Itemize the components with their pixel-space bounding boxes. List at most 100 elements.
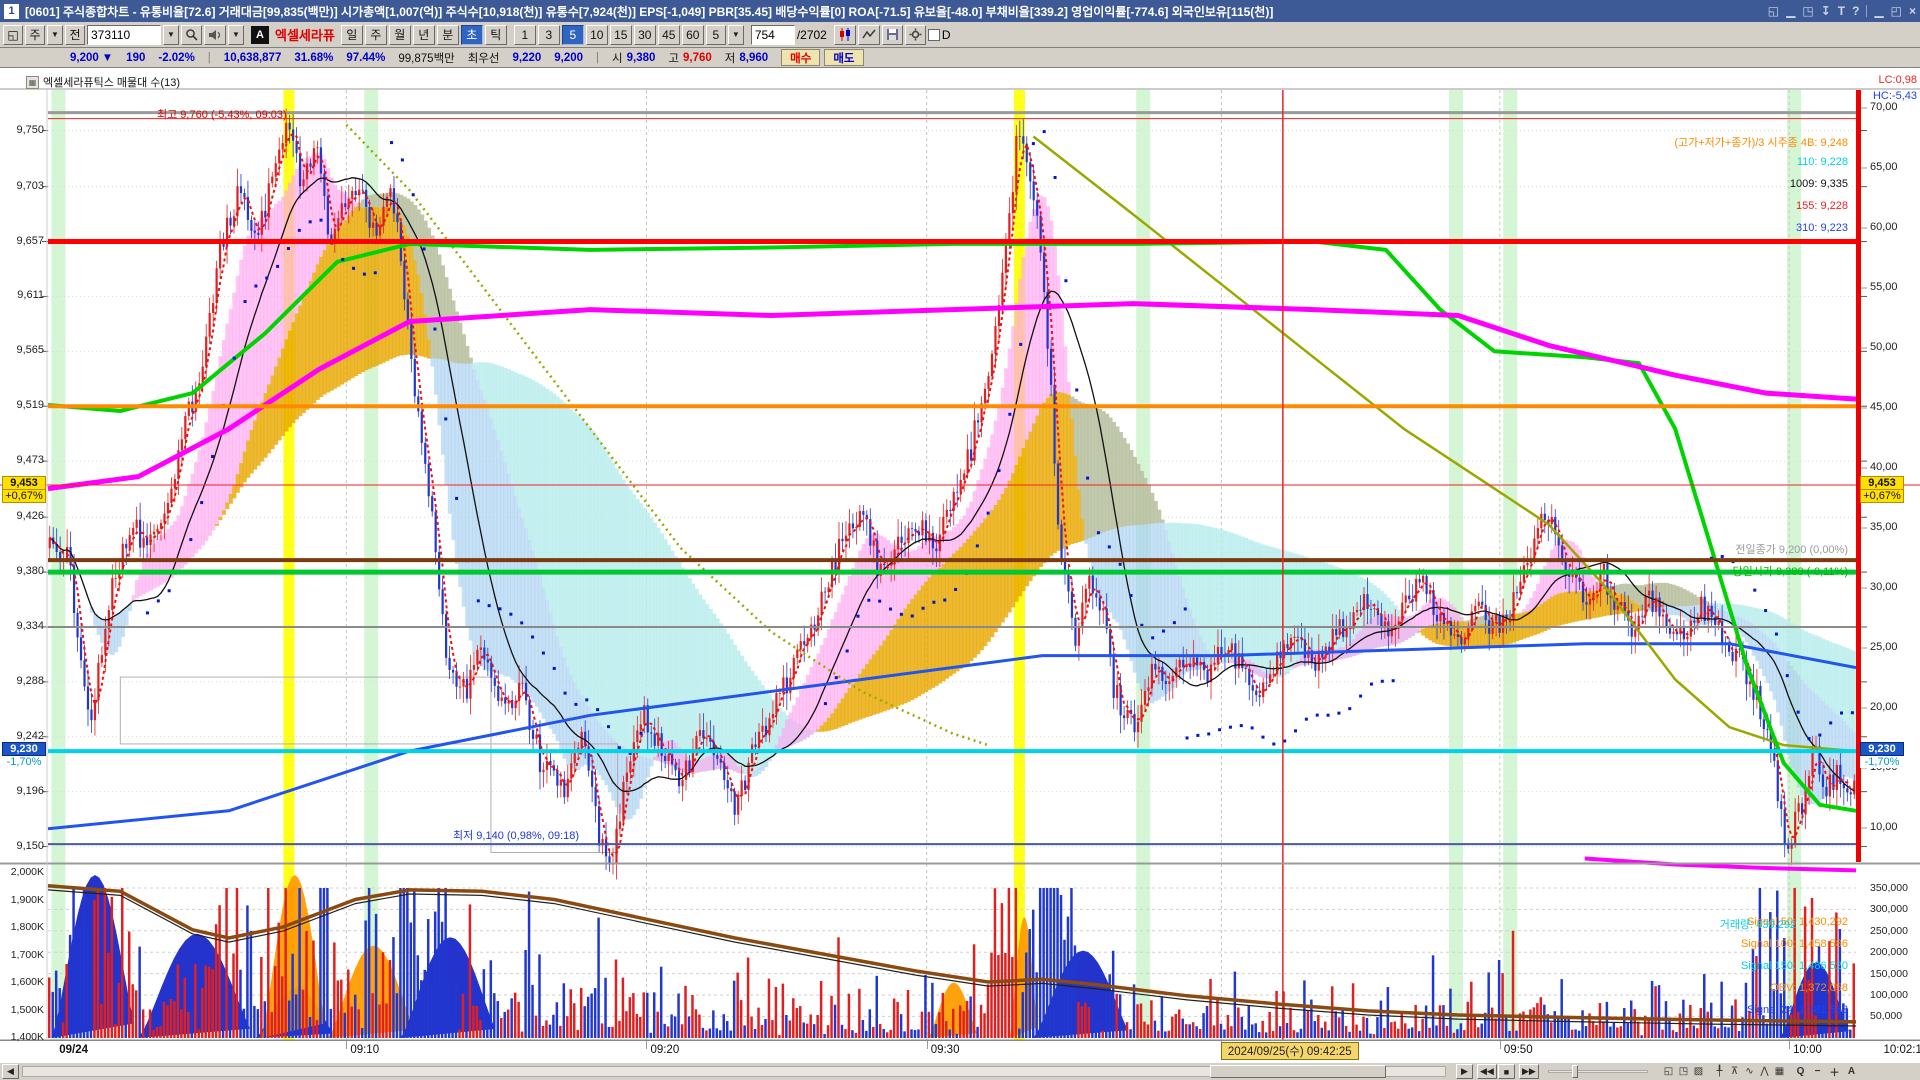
period-button-년[interactable]: 년 bbox=[412, 24, 435, 45]
zoom-out-icon[interactable]: − bbox=[1814, 1066, 1821, 1077]
save-button[interactable] bbox=[881, 24, 903, 45]
period-button-일[interactable]: 일 bbox=[340, 24, 363, 45]
corner-stat-label: HC:-5,43 bbox=[1872, 90, 1917, 102]
sound-alert-button[interactable] bbox=[204, 24, 226, 45]
bar-position-input[interactable]: 754 bbox=[750, 24, 795, 45]
line-style-button[interactable] bbox=[857, 24, 880, 45]
candle-style-button[interactable] bbox=[833, 24, 856, 45]
speaker-icon bbox=[209, 29, 221, 40]
pct-axis-label: 25,00 bbox=[1870, 641, 1898, 653]
price-axis-label: 9,334 bbox=[16, 619, 44, 632]
settings-button[interactable] bbox=[904, 24, 926, 45]
zoom-in-icon[interactable]: ＋ bbox=[1829, 1068, 1840, 1079]
high-annotation: 최고 9,760 (-5,43%, 09:03) bbox=[157, 109, 287, 121]
chart-tool-icon-1[interactable]: ⊼ bbox=[1730, 1066, 1739, 1077]
select-area-icon[interactable]: ▨ bbox=[1693, 1066, 1704, 1077]
stock-search-button[interactable] bbox=[181, 24, 202, 45]
period-button-월[interactable]: 월 bbox=[388, 24, 411, 45]
prev-close-annotation: 전일종가 9,200 (0,00%) bbox=[1735, 544, 1848, 556]
sub-left-axis-label: 2,000K bbox=[10, 866, 44, 878]
help-icon[interactable]: ? bbox=[1852, 4, 1860, 18]
low-price: 8,960 bbox=[739, 51, 769, 64]
windows-icon[interactable]: ◳ bbox=[1802, 4, 1814, 18]
high-price: 9,760 bbox=[683, 51, 712, 64]
minimize-icon[interactable]: ▁ bbox=[1786, 4, 1796, 18]
main-toolbar: ◱ 주 ▼ 전 373110 ▼ ▼ A 엑셀세라퓨 일 주 월 년 분 초 틱 1 3 5 10 15 30 45 60 5 ▼… bbox=[0, 22, 1920, 48]
speed-slider[interactable] bbox=[1548, 1070, 1648, 1073]
minute-button-10[interactable]: 10 bbox=[585, 24, 608, 45]
stock-code-input[interactable]: 373110 bbox=[87, 24, 161, 45]
current-price-tag-left-pct: -1,70% bbox=[2, 756, 46, 769]
chart-corner-icon[interactable]: ▦ bbox=[8, 74, 21, 87]
minute-button-3[interactable]: 3 bbox=[537, 24, 560, 45]
time-axis-tick bbox=[1789, 1041, 1791, 1049]
tick-count-combo[interactable]: 5 bbox=[705, 24, 726, 45]
pct-axis-label: 55,00 bbox=[1870, 281, 1898, 293]
overlay-legend-line: 110: 9,228 bbox=[1796, 156, 1848, 168]
scroll-left-button[interactable]: ◀ bbox=[2, 1064, 19, 1079]
chart-window-icon[interactable]: ◱ bbox=[3, 24, 23, 45]
cascade-windows-icon[interactable]: ◱ bbox=[1663, 1066, 1674, 1077]
restore-icon[interactable]: ◱ bbox=[1767, 4, 1780, 18]
price-axis-label: 9,703 bbox=[16, 179, 44, 192]
font-size-icon[interactable]: A bbox=[1847, 1066, 1856, 1077]
close-icon[interactable]: × bbox=[1908, 4, 1916, 18]
minute-button-30[interactable]: 30 bbox=[633, 24, 656, 45]
h-scrollbar-thumb[interactable] bbox=[1210, 1065, 1386, 1078]
period-button-틱[interactable]: 틱 bbox=[484, 24, 507, 45]
minute-button-1[interactable]: 1 bbox=[513, 24, 536, 45]
chart-tool-icon-2[interactable]: ∿ bbox=[1745, 1066, 1754, 1077]
tile-windows-icon[interactable]: ◳ bbox=[1678, 1066, 1689, 1077]
minute-button-5[interactable]: 5 bbox=[561, 24, 584, 45]
title-bar[interactable]: 1 [0601] 주식종합차트 - 유통비율[72.6] 거래대금[99,835… bbox=[0, 0, 1920, 22]
overlay-legend-line: 310: 9,223 bbox=[1796, 222, 1848, 234]
stock-kind-combo[interactable]: 주 bbox=[25, 24, 45, 45]
price-axis-label: 9,519 bbox=[16, 399, 44, 412]
minute-button-15[interactable]: 15 bbox=[609, 24, 632, 45]
chart-tool-icon-3[interactable]: ⋀ bbox=[1760, 1066, 1769, 1077]
chart-tool-icon-4[interactable]: ▦ bbox=[1774, 1066, 1785, 1077]
buy-button[interactable]: 매수 bbox=[781, 49, 821, 66]
best-label: 최우선 bbox=[467, 52, 500, 65]
font-icon[interactable]: T bbox=[1837, 4, 1846, 18]
sound-combo-arrow[interactable]: ▼ bbox=[228, 24, 244, 45]
depth-checkbox[interactable] bbox=[927, 28, 940, 42]
tick-count-combo-arrow[interactable]: ▼ bbox=[727, 24, 744, 45]
price-axis-label: 9,196 bbox=[16, 784, 44, 797]
minute-button-60[interactable]: 60 bbox=[681, 24, 704, 45]
pct-axis-label: 70,00 bbox=[1870, 101, 1898, 113]
pin-icon[interactable]: ↧ bbox=[1820, 4, 1831, 18]
period-button-분[interactable]: 분 bbox=[436, 24, 459, 45]
price-axis-label: 9,426 bbox=[16, 510, 44, 523]
price-axis-label: 9,750 bbox=[16, 123, 44, 136]
stock-kind-combo-arrow[interactable]: ▼ bbox=[47, 24, 63, 45]
prev-stock-button[interactable]: 전 bbox=[65, 24, 85, 45]
h-scrollbar-track[interactable] bbox=[22, 1066, 1446, 1077]
volume-ratio: 31.68% bbox=[294, 51, 334, 64]
chart-frame[interactable] bbox=[0, 68, 1920, 1062]
minute-button-45[interactable]: 45 bbox=[657, 24, 680, 45]
overlay-legend-line: 1009: 9,335 bbox=[1789, 178, 1848, 190]
period-button-초[interactable]: 초 bbox=[460, 24, 483, 45]
stop-button[interactable]: ■ bbox=[1498, 1064, 1515, 1079]
rewind-button[interactable]: ◀◀ bbox=[1477, 1064, 1497, 1079]
price-axis-label: 9,565 bbox=[16, 344, 44, 357]
maximize-icon[interactable]: ◰ bbox=[1890, 4, 1902, 18]
forward-button[interactable]: ▶▶ bbox=[1519, 1064, 1539, 1079]
sub-right-axis-label: 100,000 bbox=[1870, 989, 1908, 1001]
chart-tool-icon-0[interactable]: ╀ bbox=[1716, 1066, 1723, 1077]
period-button-주[interactable]: 주 bbox=[364, 24, 387, 45]
current-price: 9,200 bbox=[70, 51, 99, 64]
indicator-header[interactable]: ▦ 엑셀세라퓨틱스 매물대 수(13) bbox=[26, 74, 180, 90]
play-button[interactable]: ▶ bbox=[1456, 1064, 1473, 1079]
speed-slider-thumb[interactable] bbox=[1572, 1065, 1578, 1078]
crosshair-price-tag-right-pct: +0,67% bbox=[1860, 489, 1904, 503]
minimize2-icon[interactable]: ▁ bbox=[1874, 4, 1884, 18]
best-bid: 9,200 bbox=[554, 51, 584, 64]
stock-code-combo-arrow[interactable]: ▼ bbox=[163, 24, 179, 45]
sub-right-axis-label: 250,000 bbox=[1870, 924, 1908, 937]
sell-button[interactable]: 매도 bbox=[824, 49, 864, 66]
time-label: 09:50 bbox=[1503, 1044, 1533, 1056]
zoom-search-icon[interactable]: Q bbox=[1796, 1066, 1805, 1077]
time-axis: 09/24 09:10 09:20 09:30 09:50 10:00 10:02:1 202… bbox=[0, 1040, 1920, 1062]
